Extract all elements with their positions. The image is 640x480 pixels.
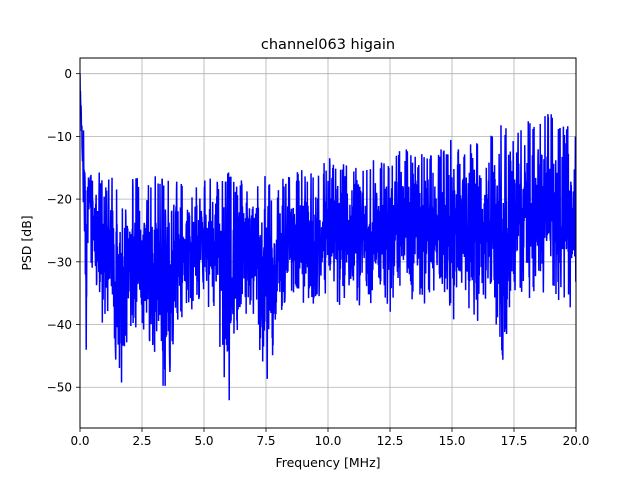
y-tick-label: −30 — [47, 255, 72, 269]
psd-series-line — [80, 73, 576, 401]
x-tick-label: 2.5 — [132, 434, 151, 448]
y-axis-ticks: 0 −10 −20 −30 −40 −50 — [47, 67, 80, 395]
y-tick-label: −10 — [47, 130, 72, 144]
y-tick-label: −20 — [47, 193, 72, 207]
plot-area — [80, 73, 576, 401]
y-tick-label: −40 — [47, 318, 72, 332]
x-tick-label: 0.0 — [70, 434, 89, 448]
x-tick-label: 15.0 — [439, 434, 466, 448]
y-tick-label: −50 — [47, 381, 72, 395]
chart-title: channel063 higain — [261, 37, 395, 53]
y-tick-label: 0 — [64, 67, 72, 81]
x-tick-label: 17.5 — [501, 434, 528, 448]
x-axis-ticks: 0.0 2.5 5.0 7.5 10.0 12.5 15.0 17.5 20.0 — [70, 428, 589, 448]
x-tick-label: 20.0 — [563, 434, 590, 448]
x-tick-label: 7.5 — [256, 434, 275, 448]
x-tick-label: 12.5 — [377, 434, 404, 448]
x-tick-label: 5.0 — [194, 434, 213, 448]
x-axis-label: Frequency [MHz] — [275, 455, 380, 470]
x-tick-label: 10.0 — [315, 434, 342, 448]
y-axis-label: PSD [dB] — [19, 215, 34, 270]
